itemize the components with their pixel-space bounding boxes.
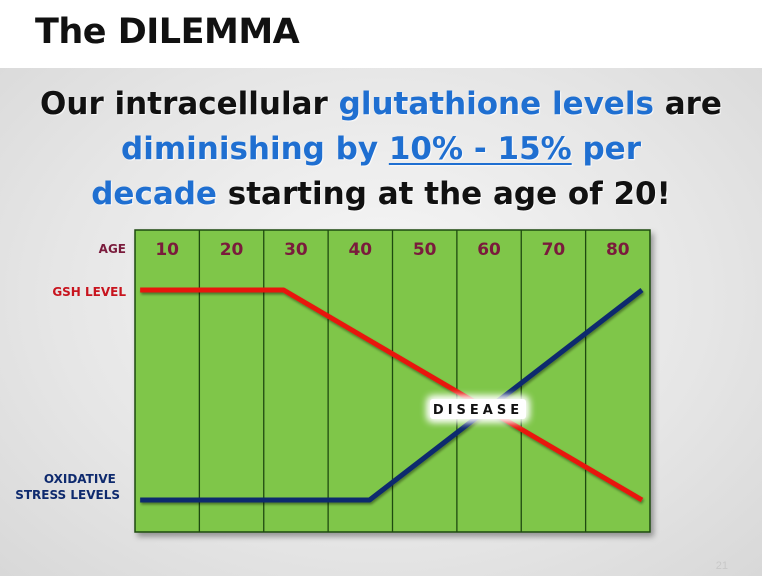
age-tick-30: 30 <box>284 240 308 260</box>
headline-highlight: glutathione levels <box>338 86 654 122</box>
oxidative-stress-line <box>140 288 644 503</box>
age-tick-70: 70 <box>542 240 566 260</box>
disease-annotation: DISEASE <box>428 397 528 421</box>
headline-highlight: per <box>571 131 641 167</box>
slide-number: 21 <box>715 560 728 572</box>
gsh-level-label: GSH LEVEL <box>52 285 126 299</box>
headline: Our intracellular glutathione levels are… <box>0 82 762 217</box>
age-axis-label: AGE <box>99 242 126 256</box>
age-tick-60: 60 <box>477 240 501 260</box>
age-tick-10: 10 <box>155 240 179 260</box>
headline-percentage: 10% - 15% <box>388 131 572 167</box>
headline-line-2: diminishing by 10% - 15% per <box>0 127 762 172</box>
age-tick-40: 40 <box>348 240 372 260</box>
headline-text: Our intracellular <box>40 86 339 122</box>
slide-title: The DILEMMA <box>35 12 300 52</box>
age-tick-labels: 10 20 30 40 50 60 70 80 <box>155 240 629 260</box>
series-lines <box>140 287 644 503</box>
oxidative-stress-label-line-1: OXIDATIVE <box>44 472 116 486</box>
age-tick-20: 20 <box>220 240 244 260</box>
gsh-level-line <box>140 287 644 503</box>
headline-highlight: diminishing by <box>121 131 389 167</box>
headline-text: are <box>653 86 722 122</box>
oxidative-stress-label: OXIDATIVE STRESS LEVELS <box>15 472 120 502</box>
oxidative-stress-label-line-2: STRESS LEVELS <box>15 488 120 502</box>
headline-line-3: decade starting at the age of 20! <box>0 172 762 217</box>
disease-label: DISEASE <box>433 403 523 418</box>
headline-highlight: decade <box>91 176 217 212</box>
headline-text: starting at the age of 20! <box>216 176 671 212</box>
headline-line-1: Our intracellular glutathione levels are <box>0 82 762 127</box>
gridlines <box>198 230 587 532</box>
age-tick-50: 50 <box>413 240 437 260</box>
age-tick-80: 80 <box>606 240 630 260</box>
